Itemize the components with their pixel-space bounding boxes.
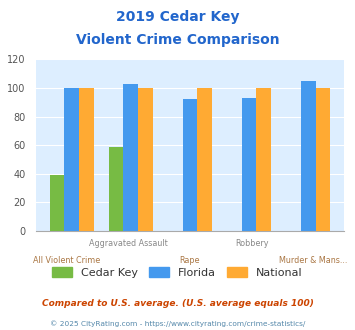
Text: Rape: Rape (180, 256, 200, 265)
Text: All Violent Crime: All Violent Crime (33, 256, 100, 265)
Bar (197, 88, 212, 231)
Bar (138, 88, 153, 231)
Text: Murder & Mans...: Murder & Mans... (279, 256, 348, 265)
Bar (256, 88, 271, 231)
Text: 2019 Cedar Key: 2019 Cedar Key (116, 10, 239, 24)
Bar (242, 98, 256, 231)
Bar (50, 175, 64, 231)
Bar (79, 88, 94, 231)
Bar (316, 88, 330, 231)
Text: Compared to U.S. average. (U.S. average equals 100): Compared to U.S. average. (U.S. average … (42, 299, 313, 308)
Text: Aggravated Assault: Aggravated Assault (89, 239, 168, 248)
Text: Robbery: Robbery (235, 239, 268, 248)
Text: © 2025 CityRating.com - https://www.cityrating.com/crime-statistics/: © 2025 CityRating.com - https://www.city… (50, 321, 305, 327)
Bar (109, 147, 124, 231)
Bar (182, 99, 197, 231)
Legend: Cedar Key, Florida, National: Cedar Key, Florida, National (48, 263, 307, 282)
Bar (64, 88, 79, 231)
Bar (124, 84, 138, 231)
Bar (301, 81, 316, 231)
Text: Violent Crime Comparison: Violent Crime Comparison (76, 33, 279, 47)
